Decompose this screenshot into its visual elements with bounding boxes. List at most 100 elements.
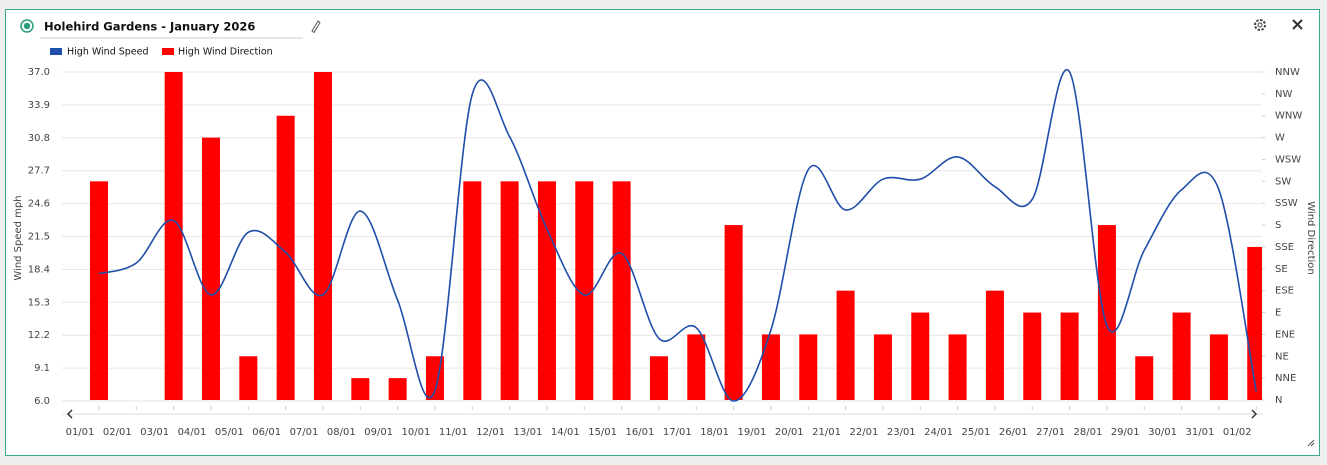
- bar: [1135, 356, 1154, 400]
- y-tick-label: 18.4: [28, 264, 50, 275]
- status-dot: [23, 22, 31, 30]
- y2-tick-label: NE: [1275, 351, 1289, 362]
- x-tick-label: 01/02: [1223, 427, 1252, 438]
- x-tick-label: 16/01: [626, 427, 655, 438]
- y2-tick-label: NNW: [1275, 67, 1300, 78]
- x-tick-label: 11/01: [439, 427, 468, 438]
- bar: [164, 72, 183, 400]
- bar: [873, 334, 892, 400]
- x-tick-label: 01/01: [66, 427, 95, 438]
- bar: [1097, 225, 1116, 400]
- x-tick-label: 04/01: [178, 427, 207, 438]
- bar: [799, 334, 818, 400]
- x-tick-label: 28/01: [1073, 427, 1102, 438]
- scroll-right[interactable]: [1251, 409, 1258, 419]
- bar: [1209, 334, 1228, 400]
- x-tick-label: 19/01: [738, 427, 767, 438]
- y-tick-label: 27.7: [28, 166, 50, 177]
- y2-tick-label: SSE: [1275, 242, 1294, 253]
- bar: [761, 334, 780, 400]
- scroll-left[interactable]: [66, 409, 73, 419]
- bar: [276, 115, 295, 400]
- bar: [836, 290, 855, 400]
- x-tick-label: 25/01: [962, 427, 991, 438]
- bar: [463, 181, 482, 400]
- x-tick-label: 06/01: [252, 427, 281, 438]
- y-tick-label: 37.0: [28, 67, 50, 78]
- y2-tick-label: N: [1275, 395, 1282, 406]
- y2-tick-label: E: [1275, 308, 1281, 319]
- x-tick-label: 23/01: [887, 427, 916, 438]
- bar: [985, 290, 1004, 400]
- x-tick-label: 15/01: [588, 427, 617, 438]
- resize-handle[interactable]: [1307, 439, 1315, 447]
- y-tick-label: 12.2: [28, 330, 50, 341]
- x-tick-label: 31/01: [1185, 427, 1214, 438]
- x-tick-label: 02/01: [103, 427, 132, 438]
- y2-tick-label: SW: [1275, 176, 1291, 187]
- x-tick-label: 20/01: [775, 427, 804, 438]
- x-tick-label: 09/01: [364, 427, 393, 438]
- x-tick-label: 05/01: [215, 427, 244, 438]
- plot: [90, 68, 1262, 402]
- edit-icon[interactable]: [311, 20, 321, 34]
- bar: [1023, 312, 1042, 400]
- x-tick-label: 21/01: [812, 427, 841, 438]
- y-tick-label: 15.3: [28, 297, 50, 308]
- y-tick-label: 21.5: [28, 232, 50, 243]
- x-tick-label: 13/01: [514, 427, 543, 438]
- y2-tick-label: WSW: [1275, 154, 1301, 165]
- x-tick-label: 18/01: [700, 427, 729, 438]
- y2-tick-label: W: [1275, 133, 1285, 144]
- y2-tick-label: NW: [1275, 89, 1292, 100]
- bar: [1060, 312, 1079, 400]
- chart-title: Holehird Gardens - January 2026: [44, 20, 255, 34]
- x-tick-label: 17/01: [663, 427, 692, 438]
- x-tick-label: 07/01: [290, 427, 319, 438]
- x-tick-label: 27/01: [1036, 427, 1065, 438]
- y2-axis-title: Wind Direction: [1305, 201, 1316, 275]
- bar: [201, 137, 220, 400]
- bar: [239, 356, 258, 400]
- line: [98, 68, 1258, 402]
- x-tick-label: 24/01: [924, 427, 953, 438]
- bar: [500, 181, 519, 400]
- x-tick-label: 03/01: [140, 427, 169, 438]
- settings-icon[interactable]: [1254, 19, 1266, 31]
- bar: [948, 334, 967, 400]
- x-tick-label: 22/01: [850, 427, 879, 438]
- y-tick-label: 6.0: [34, 396, 50, 407]
- y-axis-title: Wind Speed mph: [13, 195, 24, 280]
- bar: [537, 181, 556, 400]
- x-tick-label: 30/01: [1148, 427, 1177, 438]
- bar: [612, 181, 631, 400]
- bar: [388, 378, 407, 400]
- bar: [313, 72, 332, 400]
- bar: [575, 181, 594, 400]
- close-icon[interactable]: [1292, 19, 1303, 30]
- legend-swatch: [50, 48, 62, 55]
- bar: [687, 334, 706, 400]
- y-tick-label: 9.1: [34, 363, 50, 374]
- bar: [911, 312, 930, 400]
- bar: [351, 378, 370, 400]
- x-tick-label: 10/01: [402, 427, 431, 438]
- y2-tick-label: SSW: [1275, 198, 1298, 209]
- bar: [1172, 312, 1191, 400]
- bar: [649, 356, 668, 400]
- y-tick-label: 33.9: [28, 100, 50, 111]
- y-tick-label: 30.8: [28, 133, 50, 144]
- y2-tick-label: ENE: [1275, 329, 1295, 340]
- x-tick-label: 14/01: [551, 427, 580, 438]
- y-tick-label: 24.6: [28, 199, 50, 210]
- bar: [724, 225, 743, 400]
- legend-swatch: [162, 48, 174, 55]
- x-tick-label: 26/01: [999, 427, 1028, 438]
- y2-tick-label: NNE: [1275, 373, 1296, 384]
- y2-tick-label: WNW: [1275, 111, 1302, 122]
- y2-tick-label: S: [1275, 220, 1281, 231]
- legend-label[interactable]: High Wind Speed: [67, 47, 149, 58]
- x-tick-label: 12/01: [476, 427, 505, 438]
- y2-tick-label: SE: [1275, 264, 1288, 275]
